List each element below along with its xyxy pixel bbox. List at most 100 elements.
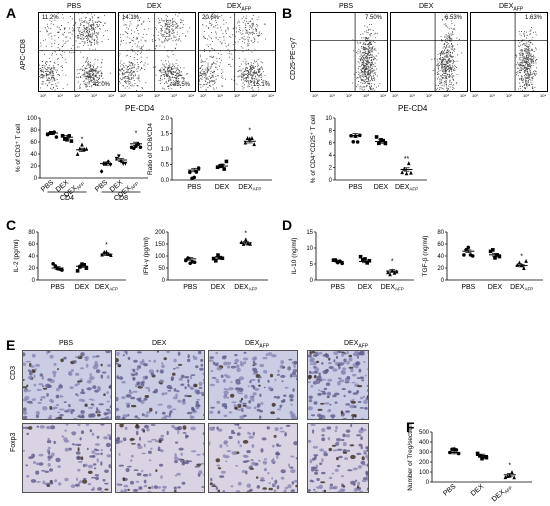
panel-label-a: A (6, 5, 17, 21)
flow-x-tick: 10² (506, 93, 512, 98)
y-axis-label: TGF-β (ng/ml) (422, 236, 429, 277)
flow-plot-title: DEXAFP (227, 3, 251, 12)
y-tick-label: 60 (28, 242, 35, 248)
data-point (392, 270, 397, 275)
flow-x-tick: 10¹ (489, 93, 495, 98)
data-point (340, 261, 344, 266)
y-tick-label: 0.0 (161, 178, 170, 184)
data-point (60, 133, 65, 138)
y-axis-label: % of CD3⁺ T cell (15, 123, 22, 172)
flow-plot: 7.50% (310, 12, 388, 92)
flow-x-tick: 10³ (523, 93, 529, 98)
flow-x-tick: 10¹ (329, 93, 335, 98)
data-point (211, 256, 216, 261)
x-tick-label: PBS (461, 284, 475, 291)
data-point (374, 135, 379, 139)
data-point (138, 145, 143, 150)
y-tick-label: 200 (155, 230, 166, 236)
data-point (80, 142, 84, 147)
y-tick-label: 0 (441, 278, 445, 284)
flow-plot-title-text: DEX (147, 3, 162, 10)
data-point (386, 270, 390, 275)
flow-x-tick: 10² (74, 93, 80, 98)
scatter-chart-d1: 0 5 10 15 IL-10 (ng/ml) PBS DEX * DEXAFP (291, 230, 414, 292)
panel-label-e: E (6, 337, 16, 353)
data-point (252, 142, 256, 147)
data-point (99, 169, 104, 174)
data-point (222, 167, 226, 171)
flow-x-tick: 10¹ (409, 93, 415, 98)
y-tick-label: 0 (32, 278, 36, 284)
ihc-column-title-text: DEX (245, 340, 260, 347)
data-point (117, 154, 121, 159)
flow-plot-title-text: PBS (339, 3, 354, 10)
ihc-image-tile (22, 423, 112, 493)
y-tick-label: 400 (419, 440, 430, 446)
y-tick-label: 100 (419, 470, 430, 476)
scatter-chart-a2: 0.0 0.5 1.0 1.5 2.0 Ratio of CD8/CD4 PBS DEX * DE… (147, 116, 272, 192)
x-tick-label: DEX (75, 284, 90, 291)
x-tick-label: DEX (374, 184, 389, 191)
data-point (54, 135, 59, 139)
data-point (404, 171, 409, 176)
ihc-row-label-foxp3: Foxp3 (10, 432, 17, 452)
y-tick-label: 2.0 (161, 116, 170, 122)
y-tick-label: 10 (325, 116, 332, 122)
data-point (192, 260, 197, 265)
data-point (80, 262, 84, 266)
flow-x-tick: 10² (426, 93, 432, 98)
scatter-chart-b1: 0 2 4 6 8 10 % of CD4⁺CD25⁺ T cell PBS DEX ** DEXA… (310, 114, 427, 192)
panel-label-d: D (282, 217, 293, 233)
y-axis-label: IL-2 (pg/ml) (13, 239, 20, 272)
y-tick-label: 80 (28, 230, 35, 236)
y-tick-label: 300 (419, 450, 430, 456)
ihc-image-tile (208, 350, 298, 420)
flow-x-tick: 10³ (251, 93, 257, 98)
data-point (493, 256, 497, 260)
significance-mark: * (105, 242, 108, 249)
y-tick-label: 150 (155, 242, 166, 248)
significance-mark: * (135, 130, 138, 137)
scatter-chart-c1: 0 20 40 60 80 IL-2 (pg/ml) PBS DEX * DEXAFP (13, 230, 126, 292)
significance-mark: * (248, 128, 251, 135)
x-tick-label: DEXAFP (238, 184, 261, 192)
y-tick-label: 0 (162, 278, 166, 284)
ihc-column-title: DEX (152, 340, 166, 347)
data-point (108, 162, 113, 167)
x-tick-label: DEX (215, 184, 230, 191)
data-point (406, 161, 411, 166)
y-axis-label: IL-10 (ng/ml) (291, 238, 298, 275)
y-tick-label: 20 (28, 266, 35, 272)
scatter-chart-c2: 0 50 100 150 200 IFN-γ (pg/ml) PBS DEX * DEXAFP (143, 230, 268, 292)
data-point (216, 253, 220, 257)
flow-plot: 6.53% (390, 12, 468, 92)
data-point (67, 134, 71, 138)
ihc-column-title-text: DEX (344, 340, 359, 347)
group-label: CD4 (60, 195, 74, 202)
flow-x-tick: 10² (154, 93, 160, 98)
data-point (123, 161, 128, 166)
data-point (400, 170, 404, 175)
data-point (388, 272, 392, 277)
flow-a-xlabel: PE-CD4 (125, 104, 155, 113)
y-tick-label: 5 (310, 262, 314, 268)
x-tick-label: PBS (442, 483, 457, 498)
data-point (402, 166, 407, 171)
y-tick-label: 50 (158, 266, 165, 272)
scatter-chart-d2: 0 20 40 60 80 TGF-β (ng/ml) PBS DEX * DEXAFP (422, 230, 543, 292)
data-point (250, 135, 254, 140)
data-point (488, 249, 493, 254)
data-point (75, 151, 80, 156)
x-tick-label: DEXAFP (95, 284, 118, 292)
data-point (462, 253, 466, 257)
flow-x-tick: 10⁰ (120, 93, 127, 98)
y-tick-label: 4 (329, 153, 333, 159)
flow-plot: 1.63% (470, 12, 548, 92)
data-point (69, 139, 74, 143)
data-point (383, 141, 388, 146)
x-tick-label: PBS (51, 284, 65, 291)
x-tick-label: DEX (470, 483, 486, 498)
y-axis-label: Ratio of CD8/CD4 (147, 123, 154, 175)
flow-x-tick: 10² (234, 93, 240, 98)
